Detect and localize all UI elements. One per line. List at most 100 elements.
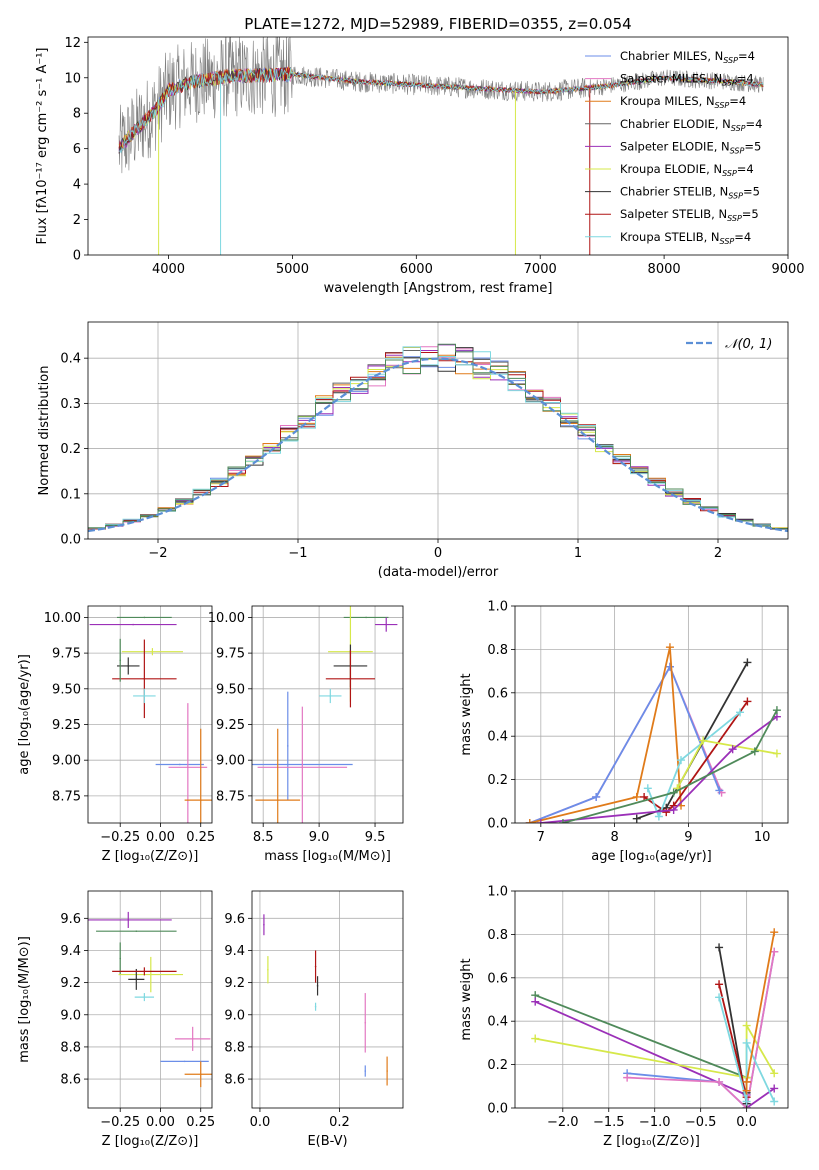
y-tick-label: 8.75	[52, 789, 81, 804]
data-point	[143, 678, 146, 680]
data-point	[263, 923, 265, 926]
plus-marker	[677, 756, 686, 765]
data-point	[386, 1070, 388, 1072]
y-tick-label: 9.6	[224, 912, 245, 927]
y-tick-label: 8	[73, 107, 81, 122]
legend-label: 𝒩(0, 1)	[725, 337, 772, 352]
plus-marker	[742, 1097, 751, 1106]
x-tick-label: 0	[434, 546, 442, 561]
mass-weight-line	[529, 664, 721, 823]
y-axis-label: Flux [fλ10⁻¹⁷ erg cm⁻² s⁻¹ A⁻¹]	[35, 48, 50, 245]
x-axis-label: Z [log₁₀(Z/Z⊙)]	[603, 1134, 700, 1149]
mass-weight-line	[636, 661, 749, 820]
mass-weight-line	[646, 711, 741, 819]
plus-marker	[770, 947, 779, 956]
x-tick-label: 2	[714, 546, 722, 561]
age_vs_z-plot: −0.25 0.00 0.25 8.75 9.00 9.25 9.50 9.75 10.00 Z …	[17, 605, 215, 864]
y-tick-label: 0.1	[60, 487, 81, 502]
data-point	[135, 978, 138, 981]
data-point	[143, 616, 146, 619]
plus-marker	[623, 1073, 632, 1082]
mass_weight_vs_age-marks	[525, 643, 781, 823]
plus-marker	[742, 1021, 751, 1030]
mass-weight-line	[534, 994, 748, 1108]
axes-frame	[87, 890, 213, 1109]
plus-marker	[699, 736, 708, 745]
data-point	[286, 745, 289, 747]
y-axis-label: mass [log₁₀(M/M⊙)]	[17, 936, 32, 1063]
legend-label: Salpeter STELIB, NSSP=5	[620, 207, 759, 223]
model-spectrum-line	[118, 67, 764, 154]
y-tick-label: 9.0	[60, 1008, 81, 1023]
data-point	[143, 970, 146, 973]
legend-label: Chabrier ELODIE, NSSP=4	[620, 117, 762, 133]
data-spectrum-line	[118, 37, 764, 174]
y-tick-label: 0.4	[487, 1015, 508, 1030]
y-tick-label: 0.0	[487, 817, 508, 832]
mass_weight_vs_age-plot: 7 8 9 10 0.0 0.2 0.4 0.6 0.8 1.0 age [log₁₀(age/yr…	[459, 600, 789, 864]
y-tick-label: 0	[73, 249, 81, 264]
data-point	[187, 766, 189, 769]
data-point	[119, 659, 122, 662]
residuals-plot: −2 −1 0 1 2 0.0 0.1 0.2 0.3 0.4 (data-model)/error…	[37, 321, 789, 580]
figure-title: PLATE=1272, MJD=52989, FIBERID=0355, z=0…	[244, 15, 631, 33]
x-tick-label: −2.0	[547, 1115, 579, 1130]
x-tick-label: 0.00	[146, 830, 175, 845]
x-tick-label: 0.25	[186, 1115, 215, 1130]
plus-marker	[531, 997, 540, 1006]
x-tick-label: 8	[610, 830, 618, 845]
plus-marker	[772, 749, 781, 758]
y-tick-label: 0.4	[60, 352, 81, 367]
y-tick-label: 0.3	[60, 397, 81, 412]
plus-marker	[743, 697, 752, 706]
x-tick-label: 4000	[152, 262, 185, 277]
plus-marker	[592, 792, 601, 801]
y-tick-label: 9.75	[52, 647, 81, 662]
data-point	[199, 1073, 202, 1076]
legend-label: Salpeter ELODIE, NSSP=5	[620, 139, 761, 155]
plus-marker	[715, 980, 724, 989]
data-point	[183, 1060, 186, 1063]
plus-marker	[715, 1077, 724, 1086]
x-tick-label: 5000	[276, 262, 309, 277]
plus-marker	[640, 792, 649, 801]
y-tick-label: 8.8	[60, 1040, 81, 1055]
plus-marker	[743, 658, 752, 667]
y-tick-label: 9.00	[52, 754, 81, 769]
y-tick-label: 9.4	[224, 944, 245, 959]
y-axis-label: mass weight	[459, 673, 474, 755]
y-axis-label: age [log₁₀(age/yr)]	[17, 654, 32, 775]
plus-marker	[742, 1077, 751, 1086]
age_vs_mass-plot: 8.5 9.0 9.5 8.75 9.00 9.25 9.50 9.75 10.00 mass […	[208, 605, 404, 864]
data-point	[151, 650, 154, 653]
y-tick-label: 0.4	[487, 730, 508, 745]
plus-marker	[715, 993, 724, 1002]
spectrum-marks	[118, 37, 764, 255]
data-point	[329, 695, 332, 697]
data-point	[316, 985, 319, 987]
data-point	[143, 695, 146, 697]
x-axis-label: Z [log₁₀(Z/Z⊙)]	[102, 1134, 199, 1149]
y-tick-label: 8.6	[60, 1073, 81, 1088]
mass-weight-line	[718, 997, 776, 1102]
y-tick-label: 0.0	[60, 533, 81, 548]
axes-frame	[87, 321, 789, 540]
x-axis-label: (data-model)/error	[378, 565, 499, 580]
plus-marker	[531, 1034, 540, 1043]
plus-marker	[715, 786, 724, 795]
y-tick-label: 9.50	[216, 682, 245, 697]
y-tick-label: 10.00	[44, 611, 81, 626]
y-tick-label: 0.6	[487, 686, 508, 701]
x-axis-label: wavelength [Angstrom, rest frame]	[324, 281, 553, 296]
x-tick-label: 6000	[400, 262, 433, 277]
x-tick-label: 0.25	[186, 830, 215, 845]
x-tick-label: 9	[684, 830, 692, 845]
plus-marker	[770, 928, 779, 937]
x-tick-label: −0.25	[100, 1115, 140, 1130]
plus-marker	[654, 812, 663, 821]
data-point	[364, 1070, 367, 1072]
x-tick-label: −0.5	[685, 1115, 717, 1130]
mass_weight_vs_z-marks	[531, 928, 779, 1108]
x-tick-label: 1	[574, 546, 582, 561]
legend-label: Salpeter MILES, NSSP=4	[620, 72, 754, 88]
